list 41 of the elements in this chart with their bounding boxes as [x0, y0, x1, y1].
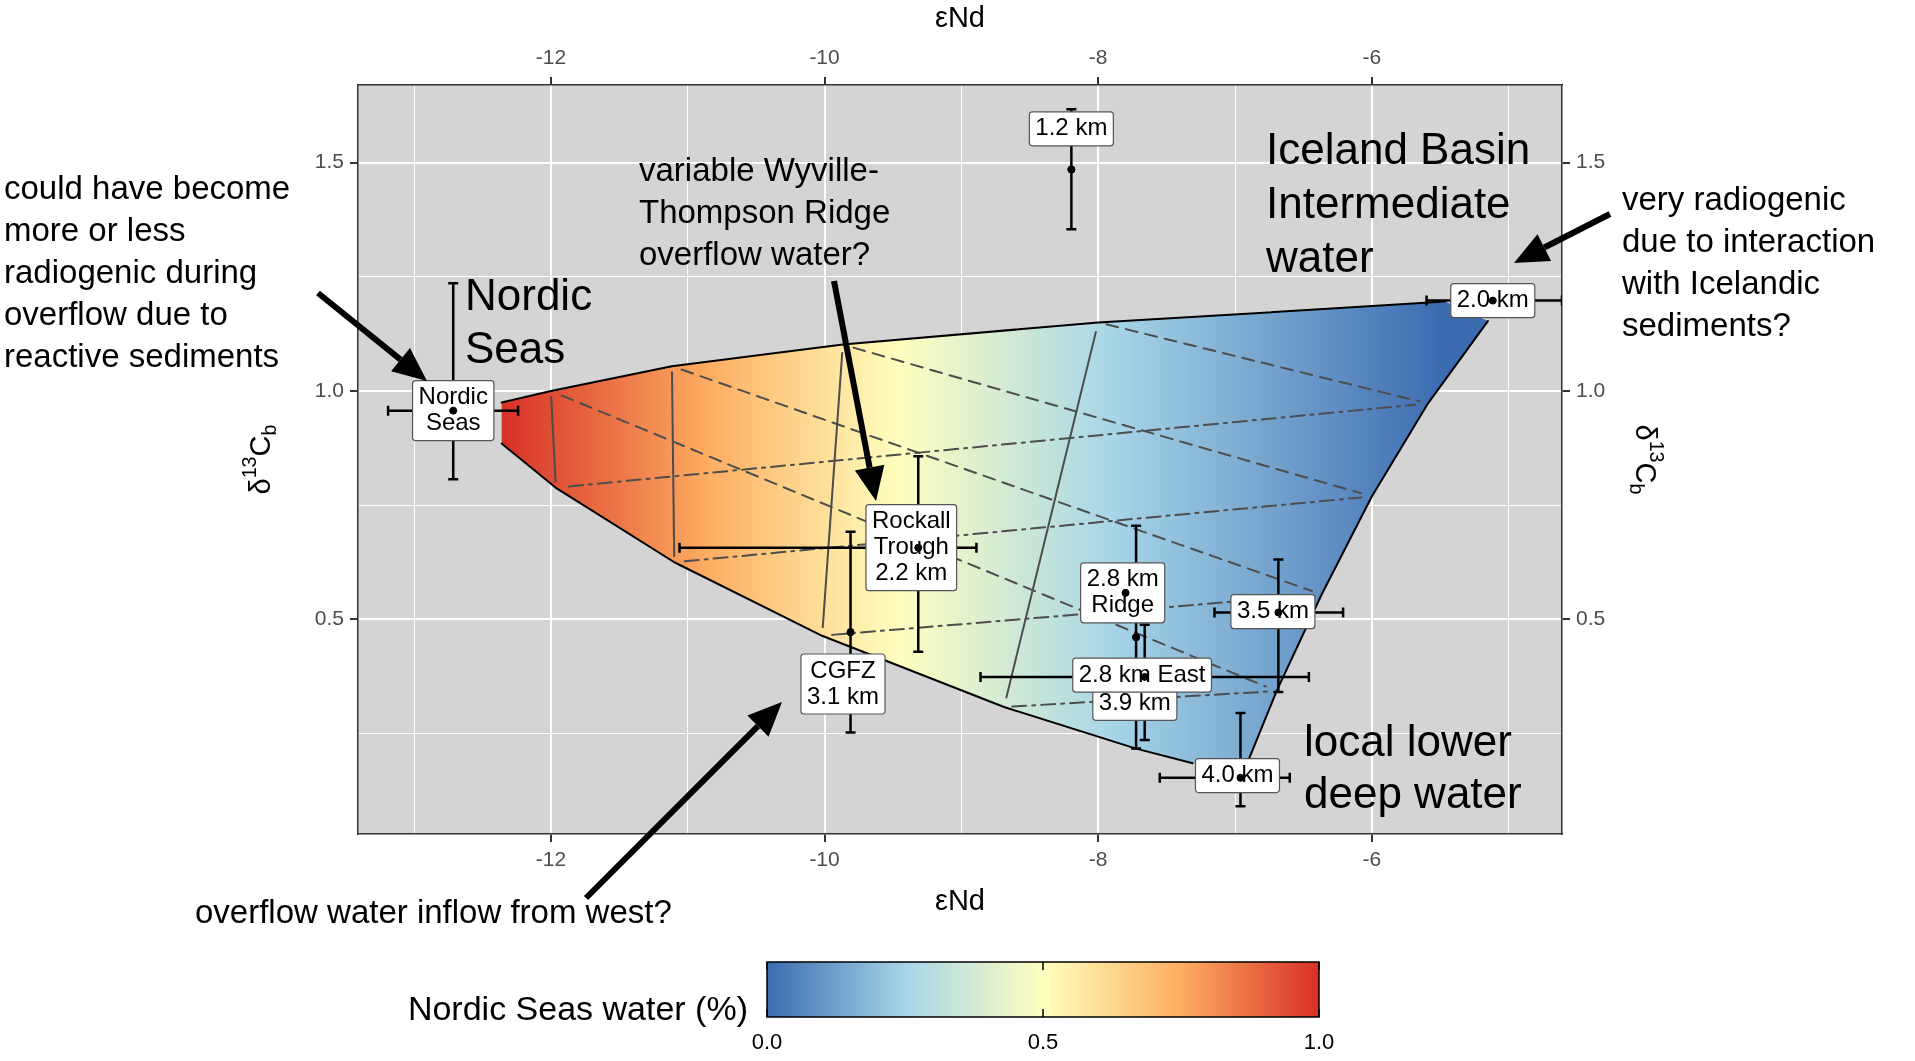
- annotation: local lower deep water: [1304, 716, 1522, 818]
- annotation: Nordic Seas: [465, 270, 593, 373]
- annotation: CGFZ 3.1 km: [806, 655, 880, 709]
- annotation: Iceland Basin Intermediate water: [1265, 124, 1531, 282]
- y-tick-label: 1.5: [314, 149, 344, 173]
- annotation: 2.8 km Ridge: [1086, 564, 1159, 618]
- point: [1132, 633, 1141, 642]
- x2-tick-label: -8: [1088, 45, 1108, 69]
- y2-tick-label: 0.5: [1576, 606, 1606, 630]
- annotation: 1.2 km: [1035, 113, 1108, 141]
- point: [846, 628, 855, 637]
- annotation: 4.0 km: [1201, 760, 1274, 788]
- y-tick-label: 1.0: [314, 377, 344, 401]
- y2-tick-label: 1.5: [1576, 149, 1606, 173]
- x-tick-label: -12: [535, 847, 567, 871]
- y2-axis-title: δ13Cb: [1626, 424, 1668, 495]
- x-tick-label: -6: [1362, 847, 1382, 871]
- x-axis-title: εNd: [935, 884, 985, 916]
- color-bar-label: 0.5: [1027, 1029, 1059, 1055]
- annotation: 2.8 km East: [1078, 659, 1206, 687]
- x-tick-label: -8: [1088, 847, 1108, 871]
- point: [1067, 165, 1076, 174]
- x2-tick-label: -12: [535, 45, 567, 69]
- y2-tick-label: 1.0: [1576, 377, 1606, 401]
- x-tick-label: -10: [809, 847, 840, 871]
- annotation: 3.9 km: [1098, 688, 1171, 716]
- y-tick-label: 0.5: [314, 606, 344, 630]
- text: could have become more or less radiogenic during overflow due to reactive sediments: [4, 168, 291, 374]
- x2-tick-label: -6: [1362, 45, 1382, 69]
- annotation: Nordic Seas: [418, 382, 488, 436]
- text: overflow water inflow from west?: [195, 892, 672, 930]
- annotation: variable Wyville- Thompson Ridge overflow water?: [639, 150, 891, 272]
- color-bar-title: Nordic Seas water (%): [407, 989, 748, 1028]
- annotation: 2.0 km: [1456, 285, 1529, 313]
- annotation: Rockall Trough 2.2 km: [871, 506, 951, 586]
- color-bar-label: 1.0: [1303, 1029, 1335, 1055]
- x2-axis-title: εNd: [935, 1, 985, 33]
- text: very radiogenic due to interaction with Icelandic sediments?: [1621, 179, 1876, 343]
- y-axis-title: δ13Cb: [238, 424, 280, 495]
- x2-tick-label: -10: [809, 45, 840, 69]
- color-bar-label: 0.0: [751, 1029, 783, 1055]
